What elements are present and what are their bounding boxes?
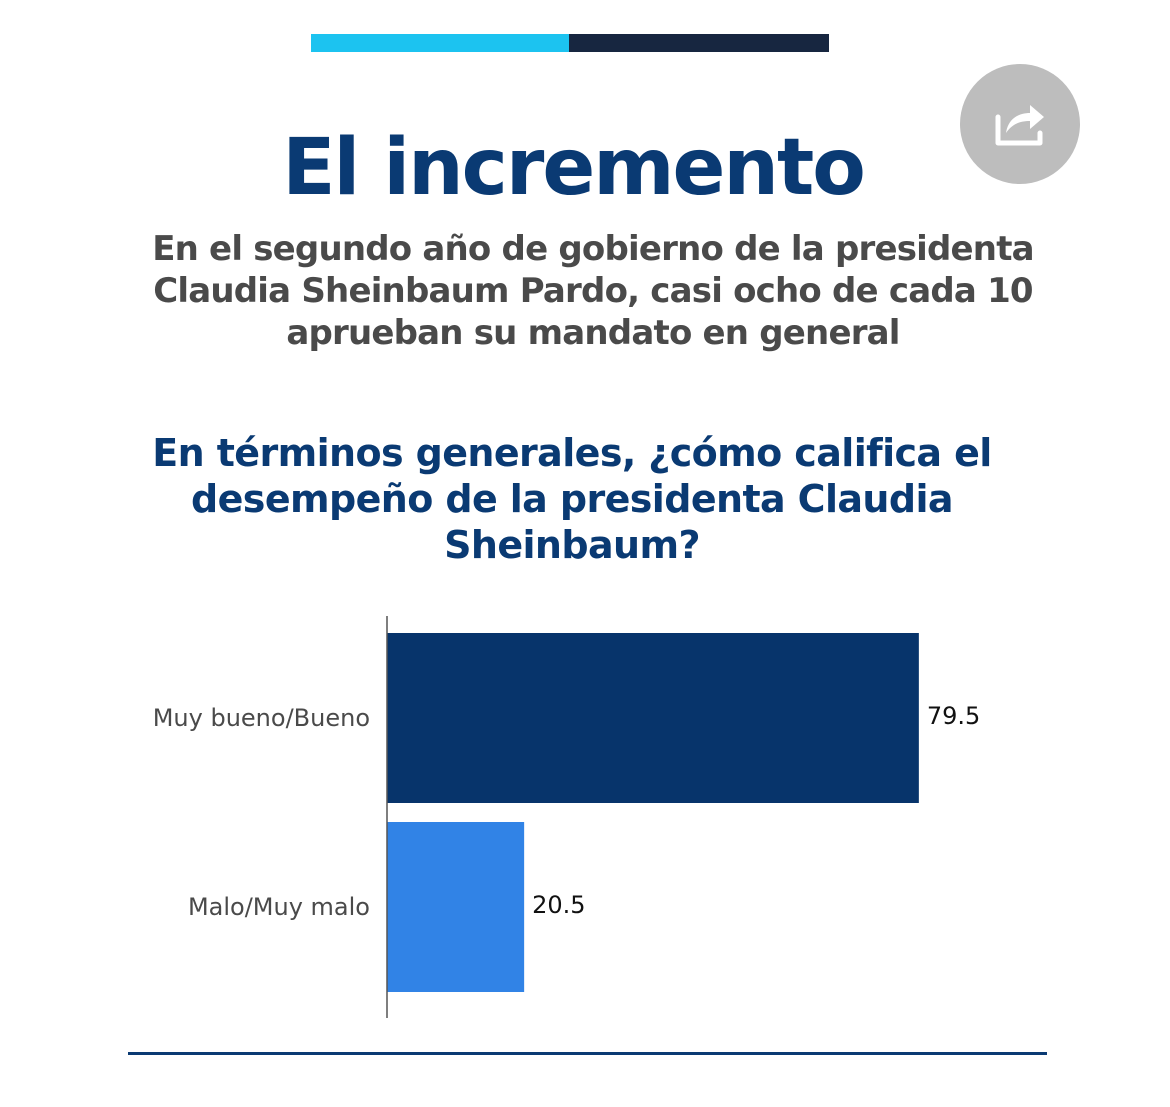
value-label-1: 20.5 [532,891,585,919]
page-subtitle: En el segundo año de gobierno de la pres… [152,229,1034,353]
category-label-0: Muy bueno/Bueno [153,704,370,732]
share-icon [992,99,1048,149]
top-accent-bar-dark [569,34,829,52]
bar-1 [387,822,525,992]
chart-title: En términos generales, ¿cómo califica el… [152,431,992,567]
top-accent-bar [311,34,829,52]
value-label-0: 79.5 [927,702,980,730]
bottom-divider [128,1052,1047,1055]
bar-0 [387,633,919,803]
category-label-1: Malo/Muy malo [188,893,370,921]
bar-chart: Muy bueno/Bueno 79.5 Malo/Muy malo 20.5 [153,616,980,1018]
share-button[interactable] [960,64,1080,184]
top-accent-bar-light [311,34,569,52]
page-title: El incremento [282,123,866,213]
